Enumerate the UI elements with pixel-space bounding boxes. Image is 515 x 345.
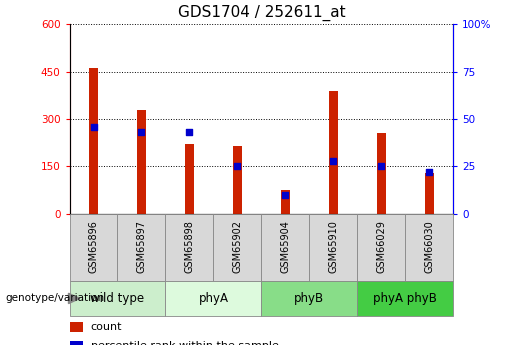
Point (377, 164, 385, 169)
Bar (425, 173, 434, 214)
Point (281, 192, 289, 198)
Title: GDS1704 / 252611_at: GDS1704 / 252611_at (178, 5, 345, 21)
Text: GSM65896: GSM65896 (89, 220, 98, 273)
Point (138, 129, 146, 135)
Bar (261, 214, 310, 281)
Text: GSM65898: GSM65898 (184, 220, 195, 273)
Bar (357, 214, 405, 281)
Bar (233, 146, 242, 214)
Text: count: count (91, 322, 122, 332)
Text: genotype/variation: genotype/variation (5, 294, 104, 303)
Text: phyB: phyB (294, 292, 324, 305)
Point (233, 164, 242, 169)
Bar (405, 214, 453, 281)
Bar (70, 214, 117, 281)
Text: GSM66030: GSM66030 (424, 220, 434, 273)
Bar (261, 281, 357, 316)
Point (329, 158, 337, 164)
Bar (357, 281, 453, 316)
Bar (185, 144, 194, 214)
Text: wild type: wild type (91, 292, 145, 305)
Text: phyA phyB: phyA phyB (373, 292, 437, 305)
Point (185, 129, 194, 135)
Point (90, 124, 98, 129)
Text: GSM65910: GSM65910 (328, 220, 338, 273)
Bar (329, 90, 338, 214)
Bar (117, 214, 165, 281)
Bar (70, 281, 165, 316)
Bar (70, 322, 83, 332)
Bar (377, 133, 386, 214)
Bar (165, 281, 261, 316)
Point (425, 169, 433, 175)
Bar (89, 68, 98, 214)
FancyArrow shape (68, 293, 80, 304)
Bar (137, 109, 146, 214)
Bar (70, 341, 83, 345)
Text: GSM66029: GSM66029 (376, 220, 386, 273)
Text: percentile rank within the sample: percentile rank within the sample (91, 341, 279, 345)
Bar (213, 214, 261, 281)
Bar (310, 214, 357, 281)
Bar (281, 190, 289, 214)
Text: GSM65902: GSM65902 (232, 220, 243, 273)
Bar (165, 214, 213, 281)
Text: GSM65897: GSM65897 (136, 220, 146, 273)
Text: GSM65904: GSM65904 (280, 220, 290, 273)
Text: phyA: phyA (198, 292, 229, 305)
